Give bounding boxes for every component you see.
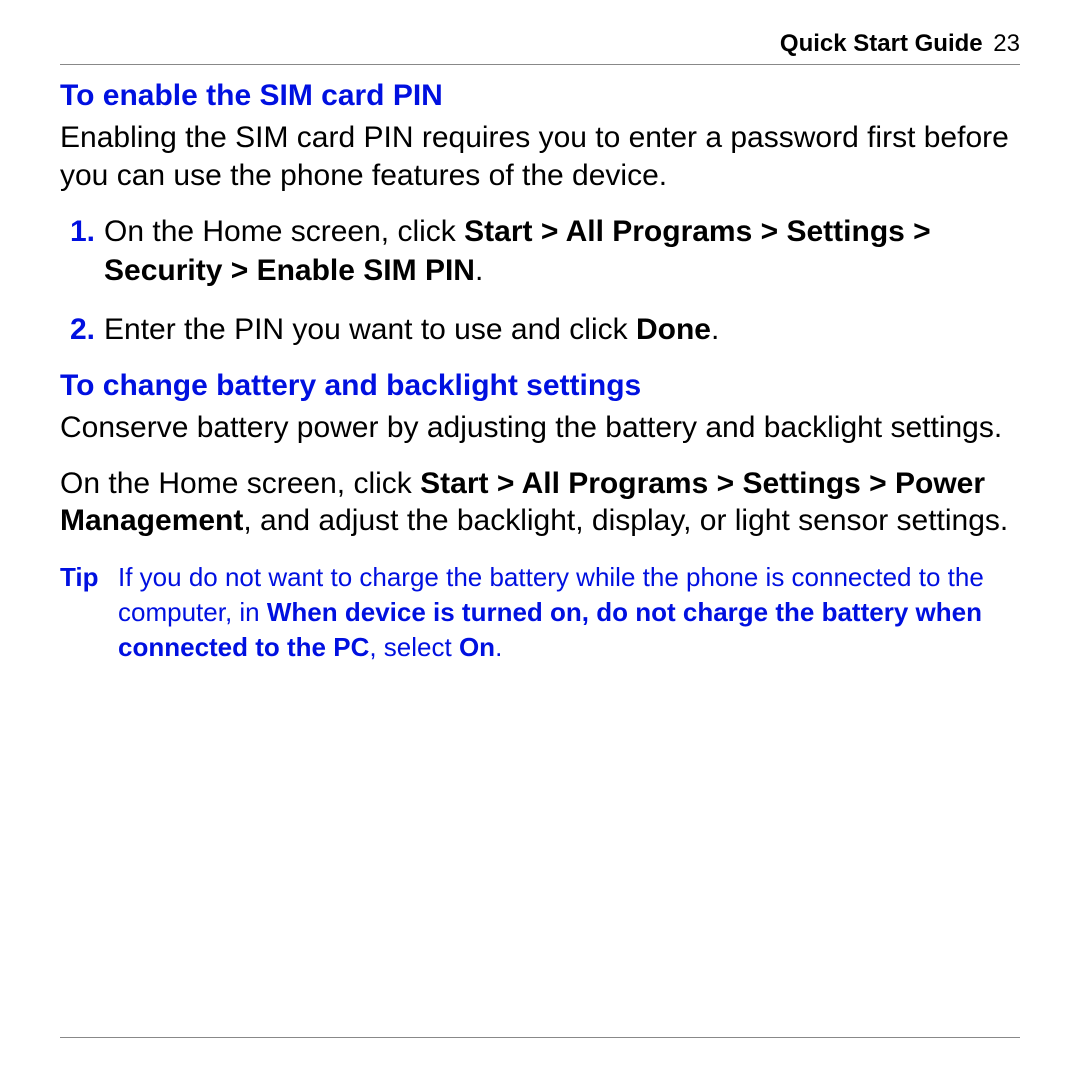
section2-para-post: , and adjust the backlight, display, or … bbox=[243, 504, 1008, 537]
footer-rule bbox=[60, 1037, 1020, 1038]
step-2-pre: Enter the PIN you want to use and click bbox=[104, 313, 636, 346]
tip-body: If you do not want to charge the battery… bbox=[118, 560, 1020, 665]
step-1-pre: On the Home screen, click bbox=[104, 215, 464, 248]
document-page: Quick Start Guide 23 To enable the SIM c… bbox=[0, 0, 1080, 1080]
section2-intro: Conserve battery power by adjusting the … bbox=[60, 409, 1020, 447]
step-2-post: . bbox=[711, 313, 719, 346]
step-2-marker: 2. bbox=[70, 310, 95, 349]
header-title: Quick Start Guide bbox=[780, 30, 983, 57]
section1-heading: To enable the SIM card PIN bbox=[60, 79, 1020, 113]
tip-block: Tip If you do not want to charge the bat… bbox=[60, 560, 1020, 665]
step-2-bold: Done bbox=[636, 313, 711, 346]
step-1: 1. On the Home screen, click Start > All… bbox=[60, 212, 1020, 290]
section2-paragraph: On the Home screen, click Start > All Pr… bbox=[60, 465, 1020, 540]
section1-intro: Enabling the SIM card PIN requires you t… bbox=[60, 119, 1020, 194]
section1-steps: 1. On the Home screen, click Start > All… bbox=[60, 212, 1020, 349]
tip-post: . bbox=[495, 632, 502, 662]
tip-mid: , select bbox=[369, 632, 459, 662]
tip-label: Tip bbox=[60, 560, 118, 665]
page-header: Quick Start Guide 23 bbox=[60, 30, 1020, 65]
step-1-post: . bbox=[475, 254, 483, 287]
step-1-marker: 1. bbox=[70, 212, 95, 251]
step-2: 2. Enter the PIN you want to use and cli… bbox=[60, 310, 1020, 349]
tip-bold2: On bbox=[459, 632, 495, 662]
section2-para-pre: On the Home screen, click bbox=[60, 467, 420, 500]
section2-heading: To change battery and backlight settings bbox=[60, 369, 1020, 403]
header-page-number: 23 bbox=[993, 30, 1020, 57]
